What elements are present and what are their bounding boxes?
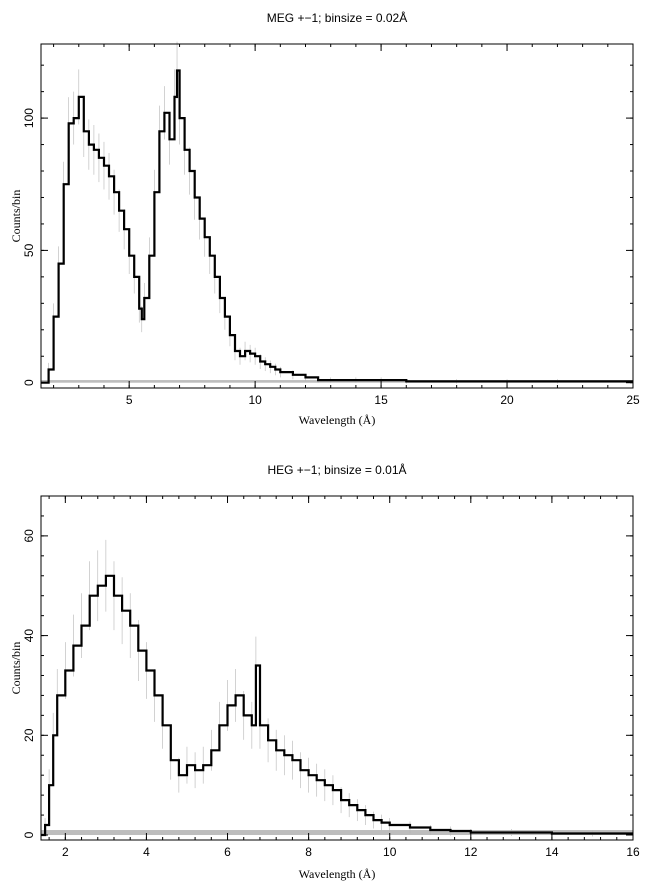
- heg-x-axis: 2 4 6 8 10 12 14 16: [48, 496, 640, 859]
- heg-x-tick-label: 10: [383, 845, 397, 859]
- meg-y-tick-label: 50: [22, 243, 36, 257]
- heg-y-tick-label: 40: [22, 629, 36, 643]
- heg-x-axis-label: Wavelength (Å): [299, 867, 376, 881]
- heg-x-tick-label: 16: [626, 845, 640, 859]
- heg-x-tick-label: 4: [143, 845, 150, 859]
- heg-x-tick-label: 2: [62, 845, 69, 859]
- heg-background-band: [41, 830, 633, 836]
- meg-y-tick-label: 100: [22, 108, 36, 128]
- meg-panel: MEG +−1; binsize = 0.02Å 5 10 15 20 25 0 50 10…: [9, 10, 640, 427]
- meg-spectrum-line: [41, 69, 633, 384]
- heg-x-tick-label: 12: [464, 845, 478, 859]
- meg-background-band: [41, 380, 633, 383]
- heg-marks: [40, 539, 634, 840]
- heg-y-tick-label: 0: [22, 831, 36, 838]
- meg-title: MEG +−1; binsize = 0.02Å: [267, 10, 407, 25]
- heg-x-tick-label: 6: [224, 845, 231, 859]
- meg-x-tick-label: 10: [248, 393, 262, 407]
- meg-x-axis: 5 10 15 20 25: [53, 44, 640, 407]
- heg-panel: HEG +−1; binsize = 0.01Å 2 4 6 8 10 12 14 16 0 2…: [9, 462, 640, 881]
- meg-y-axis-label: Counts/bin: [9, 190, 23, 243]
- heg-x-tick-label: 8: [305, 845, 312, 859]
- heg-y-tick-label: 60: [22, 529, 36, 543]
- meg-x-tick-label: 5: [126, 393, 133, 407]
- meg-x-tick-label: 15: [374, 393, 388, 407]
- heg-x-tick-label: 14: [545, 845, 559, 859]
- meg-x-axis-label: Wavelength (Å): [299, 413, 376, 427]
- meg-y-tick-label: 0: [22, 379, 36, 386]
- heg-y-axis: 0 20 40 60: [22, 495, 633, 838]
- meg-x-tick-label: 20: [500, 393, 514, 407]
- meg-marks: [40, 41, 634, 386]
- heg-plot-frame: [40, 495, 634, 841]
- heg-y-axis-label: Counts/bin: [9, 642, 23, 695]
- heg-title: HEG +−1; binsize = 0.01Å: [267, 462, 406, 477]
- heg-y-tick-label: 20: [22, 728, 36, 742]
- meg-y-axis: 0 50 100: [22, 64, 633, 386]
- heg-spectrum-line: [41, 574, 633, 837]
- meg-plot-frame: [40, 43, 634, 389]
- meg-x-tick-label: 25: [626, 393, 640, 407]
